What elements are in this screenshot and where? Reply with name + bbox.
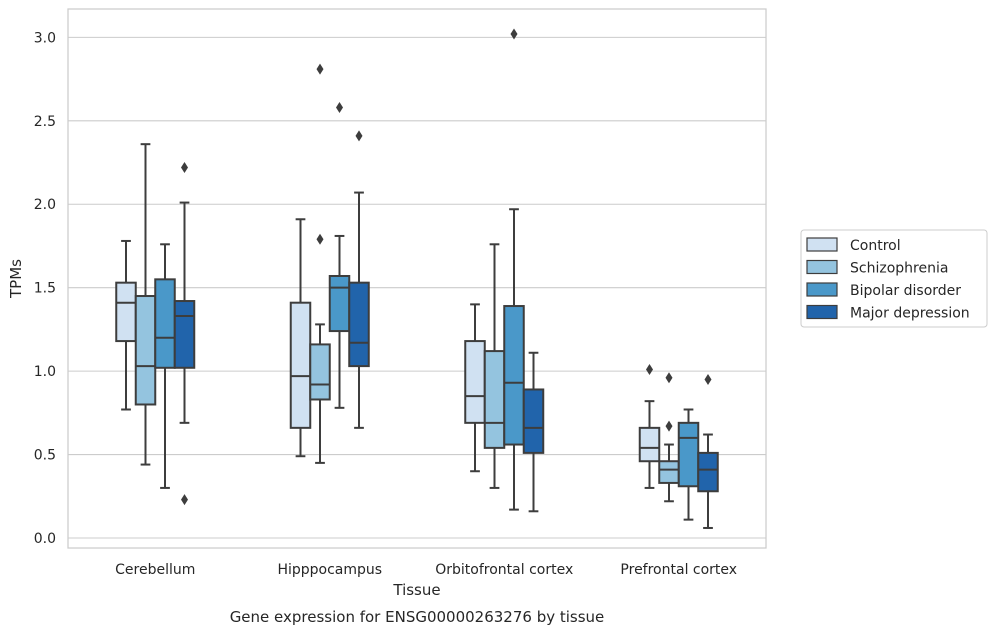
- legend-frame: [800, 229, 988, 328]
- y-axis-label: TPMs: [7, 259, 25, 299]
- y-tick-label: 1.5: [34, 281, 56, 297]
- legend-swatch: [806, 282, 838, 297]
- y-tick-labels: 0.0 0.5 1.0 1.5 2.0 2.5 3.0: [34, 30, 56, 547]
- y-tick-label: 2.5: [34, 114, 56, 130]
- box-control: [638, 363, 661, 489]
- box-body: [483, 350, 506, 449]
- box-schizophrenia: [309, 63, 331, 464]
- y-tick-label: 1.0: [34, 364, 56, 380]
- box-body: [328, 274, 351, 333]
- box-major-depression: [697, 373, 719, 529]
- legend-label: Control: [850, 238, 901, 254]
- box-body: [638, 426, 661, 463]
- x-axis-label: Tissue: [392, 581, 440, 599]
- outlier-point: [316, 233, 324, 245]
- box-body: [522, 388, 545, 454]
- box-bipolar-disorder: [328, 101, 351, 409]
- legend-label: Schizophrenia: [850, 261, 948, 277]
- outlier-point: [510, 28, 518, 40]
- box-body: [658, 460, 680, 484]
- y-tick-label: 0.0: [34, 531, 56, 547]
- box-body: [677, 421, 700, 488]
- box-body: [348, 281, 370, 368]
- outlier-point: [181, 494, 188, 506]
- box-body: [134, 295, 157, 406]
- outlier-point: [665, 372, 673, 384]
- box-schizophrenia: [134, 143, 157, 466]
- box-control: [289, 218, 312, 458]
- box-body: [309, 343, 331, 401]
- y-tick-label: 3.0: [34, 30, 56, 46]
- chart-caption: Gene expression for ENSG00000263276 by t…: [230, 608, 605, 626]
- box-body: [115, 281, 137, 343]
- boxes: [115, 28, 719, 529]
- legend-label: Bipolar disorder: [850, 283, 961, 299]
- box-body: [173, 300, 196, 369]
- box-body: [503, 305, 525, 446]
- box-body: [697, 451, 719, 493]
- x-tick-label: Hipppocampus: [277, 562, 382, 578]
- box-body: [154, 278, 176, 369]
- box-bipolar-disorder: [677, 408, 700, 521]
- box-bipolar-disorder: [154, 243, 176, 489]
- box-body: [289, 301, 312, 429]
- outlier-point: [316, 63, 324, 75]
- plot-area-frame: [67, 8, 767, 549]
- outlier-point: [181, 162, 188, 174]
- x-tick-labels: Cerebellum Hipppocampus Orbitofrontal cort…: [115, 562, 737, 578]
- box-schizophrenia: [483, 243, 506, 489]
- legend-swatch: [806, 259, 838, 275]
- x-tick-label: Cerebellum: [115, 562, 195, 578]
- legend-label: Major depression: [850, 306, 970, 322]
- legend-swatch: [806, 304, 838, 320]
- box-major-depression: [173, 162, 196, 506]
- outlier-point: [704, 373, 712, 385]
- box-bipolar-disorder: [503, 28, 525, 511]
- outlier-point: [646, 363, 653, 375]
- box-control: [115, 239, 137, 411]
- y-tick-label: 0.5: [34, 448, 56, 464]
- outlier-point: [355, 130, 363, 142]
- box-schizophrenia: [658, 372, 680, 503]
- y-tick-label: 2.0: [34, 197, 56, 213]
- x-tick-label: Prefrontal cortex: [620, 562, 737, 578]
- box-major-depression: [522, 351, 545, 513]
- x-tick-label: Orbitofrontal cortex: [435, 562, 573, 578]
- box-control: [464, 303, 486, 473]
- box-major-depression: [348, 130, 370, 429]
- legend-swatch: [806, 237, 838, 252]
- outlier-point: [665, 420, 673, 432]
- outlier-point: [336, 101, 343, 113]
- box-body: [464, 340, 486, 424]
- legend: Control Schizophrenia Bipolar disorder Majo…: [800, 229, 988, 328]
